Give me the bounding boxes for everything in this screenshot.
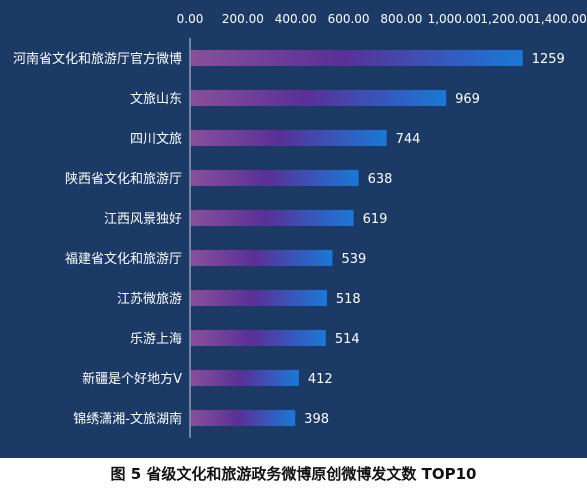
x-tick-label: 0.00: [177, 12, 204, 26]
x-tick-label: 1,000.00: [428, 12, 481, 26]
data-label: 638: [368, 172, 393, 187]
bar: [191, 250, 333, 266]
data-label: 398: [304, 412, 329, 427]
data-label: 744: [396, 132, 421, 147]
data-label: 969: [455, 92, 480, 107]
bar: [191, 410, 296, 426]
data-label: 619: [363, 212, 388, 227]
category-label: 河南省文化和旅游厅官方微博: [13, 51, 182, 67]
category-label: 文旅山东: [130, 92, 182, 107]
bar: [191, 90, 447, 106]
bar: [191, 290, 327, 306]
bars: 1259 969 744 638 619 539 518 514 412 398: [191, 50, 565, 427]
bar: [191, 130, 387, 146]
category-label: 乐游上海: [130, 332, 182, 347]
x-tick-label: 1,200.00: [480, 12, 533, 26]
data-label: 412: [308, 372, 333, 387]
data-label: 514: [335, 332, 360, 347]
bar: [191, 50, 523, 66]
bar: [191, 210, 354, 226]
x-axis: 0.00 200.00 400.00 600.00 800.00 1,000.00 1,20…: [177, 12, 587, 26]
category-label: 陕西省文化和旅游厅: [65, 172, 182, 187]
bar: [191, 330, 326, 346]
x-tick-label: 200.00: [222, 12, 264, 26]
figure-caption: 图 5 省级文化和旅游政务微博原创微博发文数 TOP10: [110, 465, 477, 483]
category-label: 江苏微旅游: [117, 291, 182, 307]
x-tick-label: 600.00: [328, 12, 370, 26]
data-label: 1259: [532, 52, 565, 67]
category-label: 四川文旅: [130, 132, 182, 147]
x-tick-label: 400.00: [275, 12, 317, 26]
bar: [191, 370, 299, 386]
category-label: 福建省文化和旅游厅: [65, 252, 182, 267]
bar-chart: 0.00 200.00 400.00 600.00 800.00 1,000.00 1,20…: [13, 12, 587, 438]
y-axis: 河南省文化和旅游厅官方微博文旅山东四川文旅陕西省文化和旅游厅江西风景独好福建省文…: [13, 38, 191, 438]
category-label: 新疆是个好地方V: [82, 371, 182, 387]
category-label: 锦绣潇湘-文旅湖南: [73, 411, 182, 427]
data-label: 518: [336, 292, 361, 307]
category-label: 江西风景独好: [104, 212, 182, 227]
data-label: 539: [341, 252, 366, 267]
x-tick-label: 800.00: [380, 12, 422, 26]
chart-panel: 0.00 200.00 400.00 600.00 800.00 1,000.00 1,20…: [0, 0, 587, 458]
x-tick-label: 1,400.00: [533, 12, 586, 26]
bar: [191, 170, 359, 186]
